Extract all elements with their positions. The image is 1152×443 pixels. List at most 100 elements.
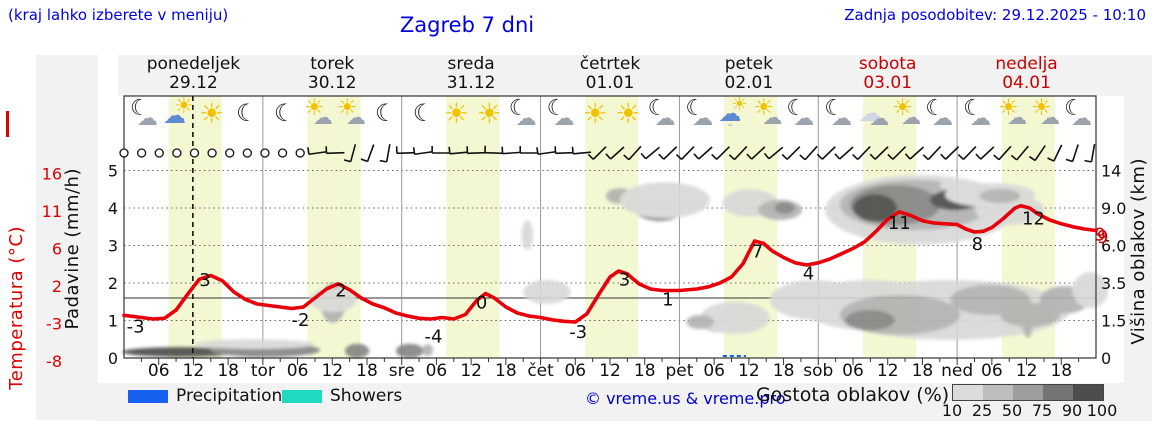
cloud-density-label: Gostota oblakov (%) (756, 384, 950, 406)
icon-glyph: ☀ (731, 94, 748, 115)
svg-text:12: 12 (738, 361, 760, 381)
weather-icon-sun: ☀ (613, 99, 649, 137)
weather-icon-moon-cloud: ☾ ☁ (961, 96, 997, 137)
svg-text:06: 06 (703, 361, 725, 381)
day-header-strip (118, 55, 1152, 96)
icon-glyph: ☀ (443, 97, 469, 130)
weather-icon-sun: ☀ (196, 99, 232, 137)
icon-glyph: ☀ (582, 97, 608, 130)
svg-text:18: 18 (217, 361, 239, 381)
icon-glyph: ☁ (901, 105, 922, 129)
svg-text:06: 06 (842, 361, 864, 381)
density-segment (953, 385, 983, 400)
svg-text:06: 06 (287, 361, 309, 381)
svg-text:6.0: 6.0 (1101, 237, 1126, 256)
icon-glyph: ☾ (130, 96, 150, 121)
icon-glyph: ☾ (963, 96, 983, 121)
svg-text:4: 4 (803, 263, 814, 284)
icon-glyph: ☁ (793, 106, 815, 130)
day-header-sreda: sreda 31.12 (402, 55, 541, 95)
svg-text:-3: -3 (127, 317, 145, 338)
icon-glyph: ☁ (654, 106, 676, 130)
icon-glyph: ☁ (553, 106, 575, 130)
svg-text:0: 0 (1101, 349, 1111, 368)
weather-icon-moon-cloud: ☾ ☁ (545, 96, 581, 137)
weather-icon-moon-cloud: ☾ ☁ (646, 98, 682, 137)
weather-icon-moon: ☾ (406, 99, 442, 137)
icon-glyph: ☀ (615, 97, 641, 130)
day-header-sobota: sobota 03.01 (818, 55, 957, 95)
svg-text:4: 4 (108, 199, 118, 218)
svg-text:11: 11 (888, 213, 911, 234)
weather-icon-rain-cloud: ☀ ☁ ′′ (718, 94, 754, 137)
density-tick-label: 90 (1061, 401, 1083, 420)
svg-text:12: 12 (321, 361, 343, 381)
day-name: nedelja (995, 54, 1058, 74)
density-tick-label: 25 (971, 401, 993, 420)
svg-text:1.5: 1.5 (1101, 312, 1126, 331)
day-name: ponedeljek (146, 54, 241, 74)
weather-icon-sun: ☀ (580, 99, 616, 137)
weather-icon-moon-cloud: ☾ ☁ (923, 98, 959, 137)
weather-icon-moon-cloud: ☾ ☁ (128, 96, 164, 137)
svg-text:3.5: 3.5 (1101, 274, 1126, 293)
svg-text:pet: pet (665, 361, 693, 381)
copyright-link[interactable]: © vreme.us & vreme.pro (585, 389, 786, 408)
svg-text:0: 0 (476, 293, 487, 314)
icon-glyph: ☾ (685, 96, 706, 121)
icon-glyph: ☁ (718, 101, 742, 127)
icon-glyph: ☾ (546, 96, 567, 121)
icon-glyph: ☁ (858, 99, 883, 127)
weather-icon-sun: ☀ (441, 99, 477, 137)
day-header-četrtek: četrtek 01.01 (541, 55, 680, 95)
svg-text:2: 2 (52, 277, 62, 296)
showers-legend-label: Showers (330, 386, 403, 406)
day-date: 03.01 (863, 73, 913, 93)
day-header-ponedeljek: ponedeljek 29.12 (124, 55, 263, 95)
icon-glyph: ☁ (312, 105, 333, 129)
svg-text:3: 3 (619, 269, 630, 290)
svg-text:14: 14 (1101, 162, 1121, 181)
svg-text:3: 3 (108, 237, 118, 256)
menu-hint: (kraj lahko izberete v meniju) (8, 6, 229, 24)
wind-barbs (119, 143, 1096, 163)
right-axis-panel (1124, 96, 1152, 420)
svg-text:18: 18 (356, 361, 378, 381)
svg-text:-4: -4 (425, 326, 443, 347)
svg-text:tor: tor (251, 361, 275, 381)
day-name: torek (310, 54, 355, 74)
weather-icon-moon: ☾ (368, 99, 404, 137)
svg-text:1: 1 (662, 290, 673, 311)
svg-text:18: 18 (912, 361, 934, 381)
icon-glyph: ☾ (374, 99, 397, 127)
svg-text:18: 18 (1050, 361, 1072, 381)
weather-icon-moon-cloud: ☾ ☁ (683, 96, 719, 137)
icon-glyph: ☀ (174, 94, 194, 119)
svg-text:3: 3 (199, 270, 210, 291)
density-segment (1043, 385, 1073, 400)
day-name: sreda (447, 54, 495, 74)
icon-glyph: ☁ (345, 105, 366, 129)
weather-icon-moon-cloud: ☾ ☁ (784, 98, 820, 137)
left-axis-panel (36, 55, 98, 420)
svg-text:2: 2 (108, 274, 118, 293)
weather-icon-sun: ☀ (474, 99, 510, 137)
svg-text:čet: čet (527, 361, 554, 381)
icon-glyph: ☁ (970, 106, 992, 130)
svg-text:18: 18 (773, 361, 795, 381)
weather-icon-sun-cloud: ☀ ☁ (1029, 97, 1065, 137)
weather-icon-moon: ☾ (229, 99, 265, 137)
svg-text:8: 8 (972, 234, 983, 255)
temperature-value-labels: -3 3 -2 2 -4 0 -3 3 1 7 4 11 8 12 9 (127, 209, 1106, 348)
precipitation-swatch (128, 390, 168, 403)
icon-glyph: ☁ (762, 105, 783, 129)
day-header-petek: petek 02.01 (679, 55, 818, 95)
icon-glyph: ☀ (892, 95, 913, 121)
weather-icon-sun-cloud: ☀ ☁ (996, 97, 1032, 137)
left-red-axis-mark (6, 111, 9, 137)
density-segment (1013, 385, 1043, 400)
day-date: 02.01 (724, 73, 774, 93)
